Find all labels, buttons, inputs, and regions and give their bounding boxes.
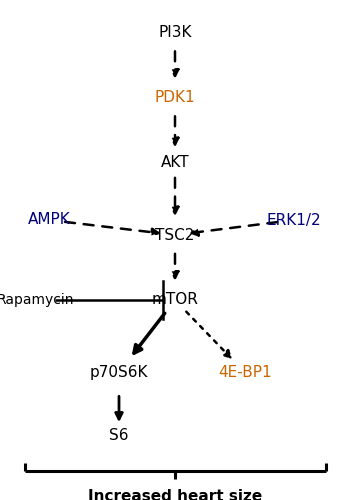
Text: 4E-BP1: 4E-BP1 (218, 365, 272, 380)
Text: PI3K: PI3K (158, 25, 192, 40)
Text: AMPK: AMPK (28, 212, 70, 228)
Text: Increased heart size: Increased heart size (88, 489, 262, 500)
Text: Rapamycin: Rapamycin (0, 293, 74, 307)
Text: p70S6K: p70S6K (90, 365, 148, 380)
Text: S6: S6 (109, 428, 129, 442)
Text: TSC2: TSC2 (155, 228, 195, 242)
Text: ERK1/2: ERK1/2 (267, 212, 321, 228)
Text: AKT: AKT (161, 155, 189, 170)
Text: mTOR: mTOR (152, 292, 198, 308)
Text: PDK1: PDK1 (155, 90, 195, 105)
